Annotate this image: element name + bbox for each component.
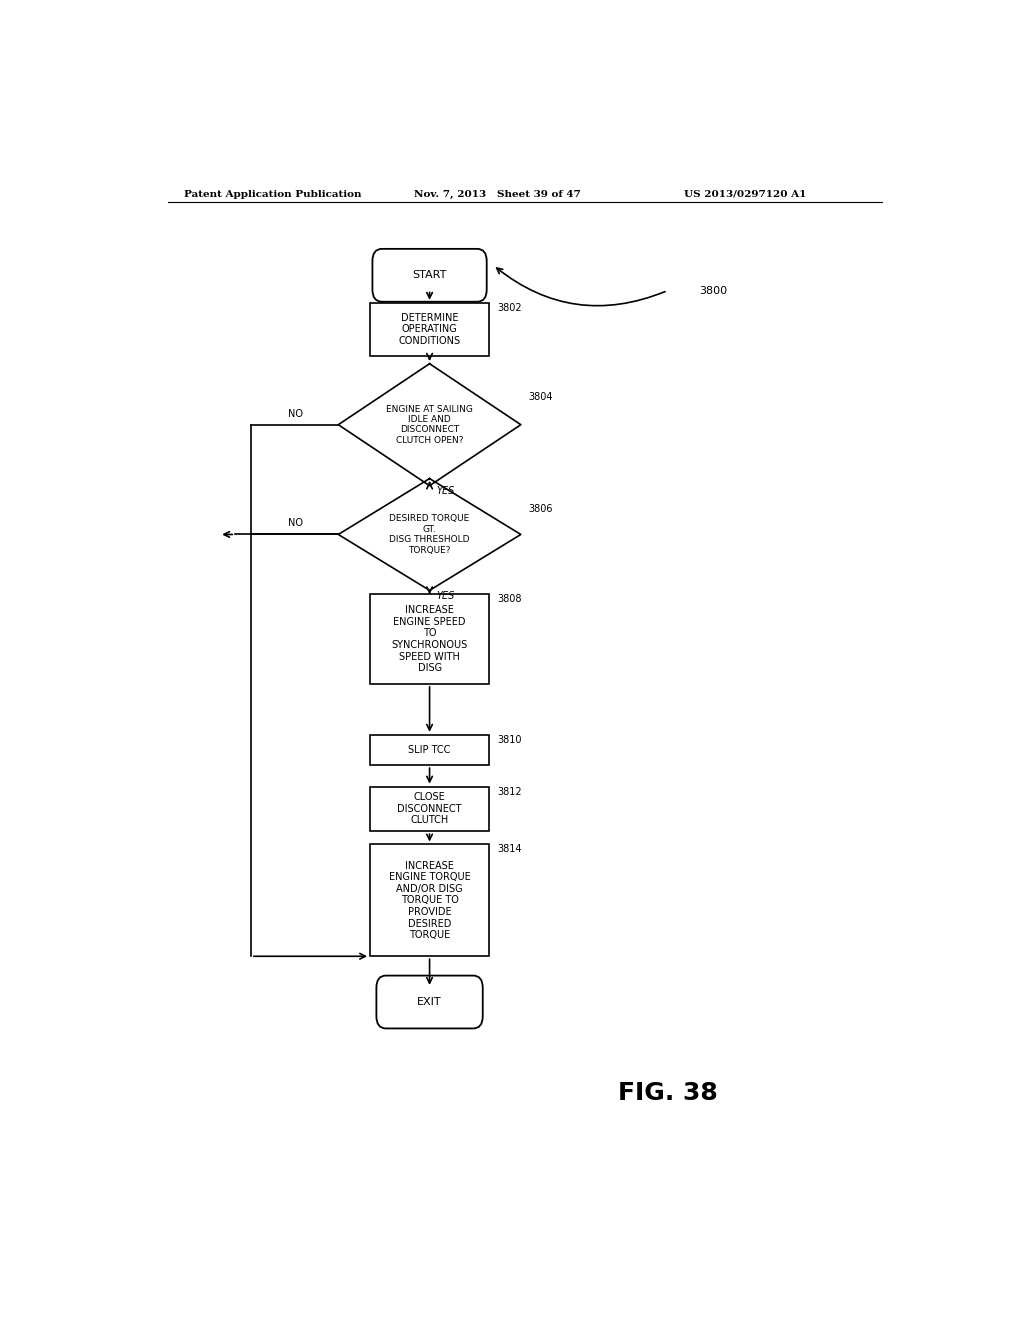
Text: Nov. 7, 2013   Sheet 39 of 47: Nov. 7, 2013 Sheet 39 of 47 <box>414 190 581 199</box>
Text: NO: NO <box>288 519 303 528</box>
FancyBboxPatch shape <box>377 975 482 1028</box>
Text: ENGINE AT SAILING
IDLE AND
DISCONNECT
CLUTCH OPEN?: ENGINE AT SAILING IDLE AND DISCONNECT CL… <box>386 405 473 445</box>
Text: 3808: 3808 <box>497 594 521 605</box>
Text: 3806: 3806 <box>528 504 553 513</box>
Text: NO: NO <box>288 409 303 418</box>
Text: US 2013/0297120 A1: US 2013/0297120 A1 <box>684 190 806 199</box>
Text: EXIT: EXIT <box>417 997 442 1007</box>
Bar <box>370 787 489 832</box>
Bar <box>370 594 489 684</box>
Text: YES: YES <box>436 590 455 601</box>
Text: INCREASE
ENGINE TORQUE
AND/OR DISG
TORQUE TO
PROVIDE
DESIRED
TORQUE: INCREASE ENGINE TORQUE AND/OR DISG TORQU… <box>389 861 470 940</box>
Text: 3814: 3814 <box>497 845 521 854</box>
Text: 3810: 3810 <box>497 735 521 744</box>
Text: 3804: 3804 <box>528 392 553 403</box>
FancyBboxPatch shape <box>373 249 486 302</box>
Text: DETERMINE
OPERATING
CONDITIONS: DETERMINE OPERATING CONDITIONS <box>398 313 461 346</box>
Text: DESIRED TORQUE
GT.
DISG THRESHOLD
TORQUE?: DESIRED TORQUE GT. DISG THRESHOLD TORQUE… <box>389 515 470 554</box>
Text: 3802: 3802 <box>497 302 521 313</box>
Text: 3800: 3800 <box>699 285 727 296</box>
Text: CLOSE
DISCONNECT
CLUTCH: CLOSE DISCONNECT CLUTCH <box>397 792 462 825</box>
Text: FIG. 38: FIG. 38 <box>617 1081 718 1105</box>
Text: Patent Application Publication: Patent Application Publication <box>183 190 361 199</box>
Text: 3812: 3812 <box>497 787 521 796</box>
Text: INCREASE
ENGINE SPEED
TO
SYNCHRONOUS
SPEED WITH
DISG: INCREASE ENGINE SPEED TO SYNCHRONOUS SPE… <box>391 605 468 673</box>
Text: YES: YES <box>436 486 455 496</box>
Bar <box>370 302 489 355</box>
Bar <box>370 735 489 766</box>
Bar <box>370 845 489 956</box>
Text: START: START <box>413 271 446 280</box>
Text: SLIP TCC: SLIP TCC <box>409 744 451 755</box>
